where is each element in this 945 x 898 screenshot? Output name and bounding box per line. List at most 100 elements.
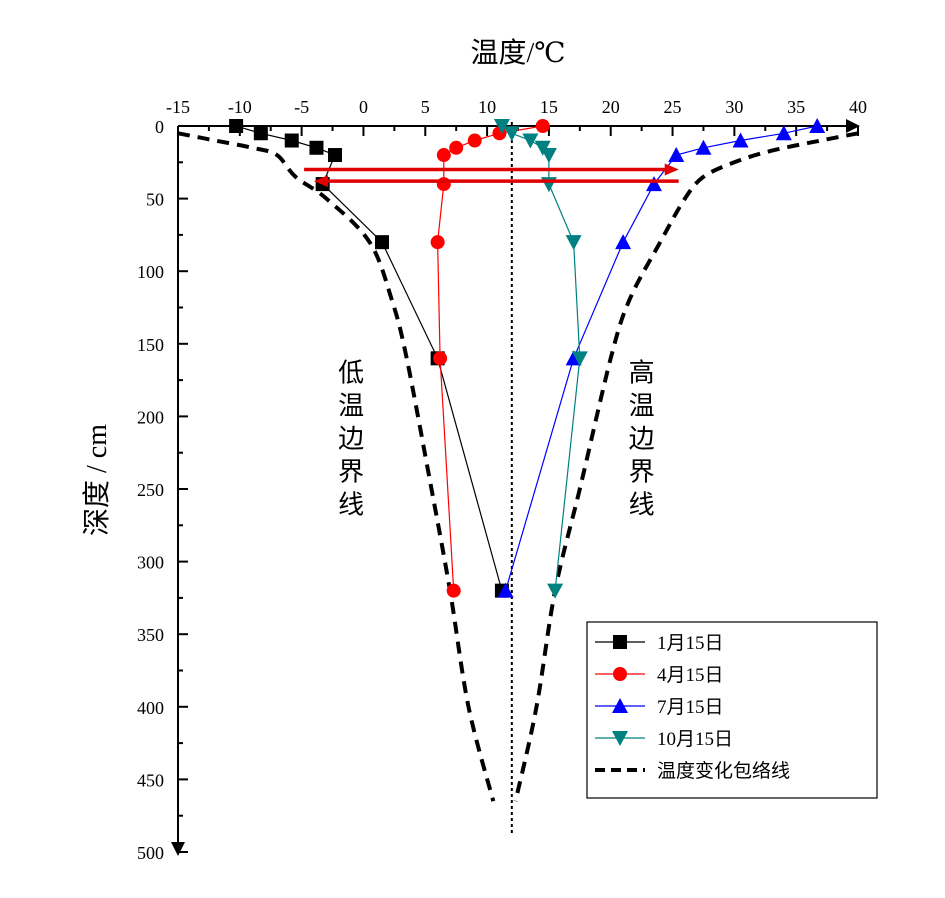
legend-entry-2: 4月15日 — [595, 665, 724, 686]
legend-entry-5: 温度变化包络线 — [595, 760, 790, 782]
series-line — [505, 125, 818, 591]
legend-label: 1月15日 — [657, 633, 724, 654]
series-line — [501, 125, 581, 591]
data-point — [695, 139, 712, 155]
data-point — [430, 235, 445, 250]
legend-entry-1: 1月15日 — [595, 633, 724, 654]
data-point — [809, 118, 826, 133]
legend-marker — [612, 731, 628, 746]
data-point — [535, 119, 550, 133]
data-point — [565, 235, 582, 251]
data-point — [615, 234, 632, 250]
x-tick-label: -5 — [294, 97, 309, 117]
legend-label: 10月15日 — [657, 729, 733, 750]
legend-label: 温度变化包络线 — [657, 760, 790, 782]
data-point — [540, 148, 557, 164]
arrow-layer — [304, 163, 679, 188]
x-tick-label: 15 — [540, 97, 558, 117]
data-point — [449, 140, 464, 155]
y-tick-label: 350 — [137, 625, 164, 645]
y-tick-label: 150 — [137, 335, 164, 355]
x-tick-label: 30 — [725, 97, 743, 117]
x-tick-label: -15 — [166, 97, 190, 117]
envelope-high-boundary — [513, 131, 859, 802]
y-tick-label: 450 — [137, 770, 164, 790]
data-point — [375, 235, 389, 250]
data-point — [309, 140, 324, 155]
data-point — [503, 126, 520, 142]
data-point — [668, 147, 685, 163]
legend-entry-4: 10月15日 — [595, 729, 733, 750]
annotation-char: 边 — [629, 425, 655, 454]
annotation-char: 界 — [629, 458, 655, 487]
x-tick-label: 40 — [849, 97, 867, 117]
data-point — [436, 148, 451, 163]
y-axis-arrowhead — [171, 842, 185, 856]
data-point — [547, 583, 564, 599]
data-point — [229, 119, 244, 133]
legend-marker — [613, 667, 627, 681]
legend-entry-3: 7月15日 — [595, 697, 724, 718]
data-point — [253, 126, 268, 141]
data-point — [732, 132, 749, 148]
data-point — [446, 583, 461, 598]
data-point — [284, 133, 299, 148]
data-point — [540, 177, 557, 193]
series-3 — [497, 118, 826, 598]
legend-label: 7月15日 — [657, 697, 724, 718]
annotation-char: 线 — [629, 491, 655, 520]
y-tick-label: 300 — [137, 553, 164, 573]
x-axis-title: 温度/℃ — [470, 37, 565, 69]
y-tick-label: 50 — [146, 190, 164, 210]
y-tick-label: 400 — [137, 698, 164, 718]
data-point — [571, 351, 588, 367]
envelope-layer — [177, 131, 859, 802]
data-point — [522, 133, 539, 149]
x-axis-arrowhead — [846, 119, 860, 133]
series-layer — [229, 118, 826, 599]
data-point — [775, 125, 792, 141]
annotation-char: 边 — [338, 425, 364, 454]
annotation-char: 温 — [629, 392, 655, 421]
series-4 — [493, 119, 588, 599]
x-tick-label: 25 — [664, 97, 682, 117]
annotation-char: 低 — [338, 359, 364, 388]
y-axis-title: 深度 / cm — [81, 424, 113, 536]
annotation-char: 线 — [338, 491, 364, 520]
annotation-char: 温 — [338, 392, 364, 421]
y-tick-label: 200 — [137, 407, 164, 427]
red-arrowhead-1 — [664, 163, 679, 176]
data-point — [436, 177, 451, 192]
envelope-low-boundary — [177, 131, 496, 802]
y-tick-label: 100 — [137, 262, 164, 282]
legend-label: 4月15日 — [657, 665, 724, 686]
x-tick-label: 10 — [478, 97, 496, 117]
red-arrowhead-2 — [314, 175, 328, 188]
legend-marker — [612, 698, 628, 713]
data-point — [493, 119, 510, 134]
annotation-char: 界 — [338, 458, 364, 487]
x-tick-label: 35 — [787, 97, 805, 117]
data-point — [467, 133, 482, 148]
x-tick-label: 20 — [602, 97, 620, 117]
data-point — [497, 582, 514, 598]
x-tick-label: 5 — [421, 97, 430, 117]
annotation-char: 高 — [629, 359, 655, 388]
x-tick-label: -10 — [228, 97, 252, 117]
series-1 — [229, 119, 509, 598]
data-point — [646, 176, 662, 192]
series-line — [235, 125, 503, 591]
y-tick-label: 0 — [155, 117, 164, 137]
x-tick-label: 0 — [359, 97, 368, 117]
y-tick-label: 500 — [137, 843, 164, 863]
y-tick-label: 250 — [137, 480, 164, 500]
series-line — [436, 125, 543, 591]
series-2 — [430, 119, 550, 598]
data-point — [433, 351, 448, 366]
legend-marker — [613, 635, 627, 649]
